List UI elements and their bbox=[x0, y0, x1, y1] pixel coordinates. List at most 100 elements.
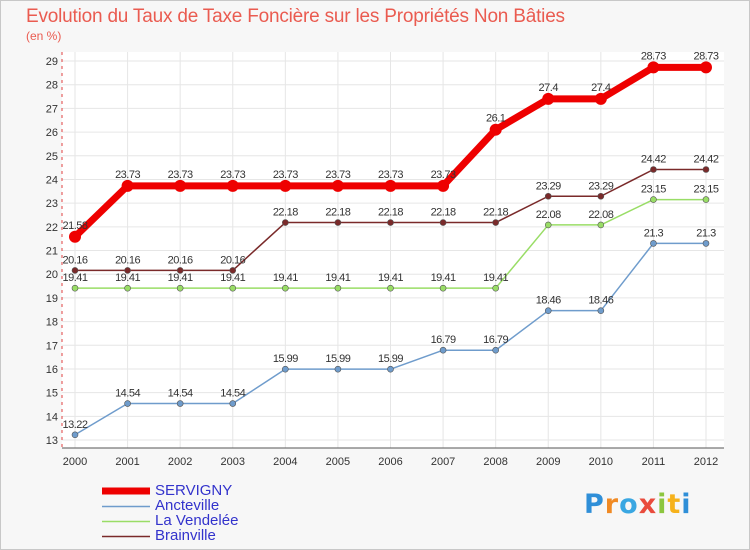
data-point-brainville bbox=[229, 267, 237, 274]
data-point-ancteville bbox=[492, 346, 499, 354]
legend-swatch-la-vendelee bbox=[102, 520, 150, 523]
data-label-brainville: 20.16 bbox=[115, 254, 140, 266]
y-tick-label: 15 bbox=[46, 388, 58, 400]
data-label-ancteville: 16.79 bbox=[431, 334, 456, 346]
x-tick-label: 2012 bbox=[694, 456, 718, 468]
logo-letter: t bbox=[667, 489, 682, 520]
data-label-servigny: 28.73 bbox=[693, 50, 718, 62]
data-point-la-vendel-e bbox=[71, 284, 79, 292]
y-tick-label: 20 bbox=[46, 269, 58, 281]
data-label-la-vendel-e: 19.41 bbox=[168, 272, 193, 284]
data-label-brainville: 24.42 bbox=[641, 153, 666, 165]
data-label-servigny: 23.73 bbox=[115, 169, 140, 181]
data-point-brainville bbox=[71, 267, 79, 274]
data-label-servigny: 27.4 bbox=[591, 82, 611, 94]
data-label-brainville: 22.18 bbox=[273, 207, 298, 219]
data-label-servigny: 26.1 bbox=[486, 113, 506, 125]
data-label-servigny: 28.73 bbox=[641, 50, 666, 62]
data-point-brainville bbox=[334, 219, 342, 226]
data-point-ancteville bbox=[334, 365, 342, 373]
y-tick-label: 21 bbox=[46, 246, 58, 258]
data-point-servigny bbox=[331, 179, 344, 192]
legend-item-servigny: SERVIGNY bbox=[102, 482, 362, 499]
data-label-brainville: 22.18 bbox=[431, 207, 456, 219]
x-tick-label: 2000 bbox=[63, 456, 87, 468]
data-label-brainville: 20.16 bbox=[62, 254, 87, 266]
y-tick-label: 24 bbox=[46, 174, 58, 186]
data-point-la-vendel-e bbox=[439, 284, 447, 292]
data-point-brainville bbox=[282, 219, 289, 226]
data-label-la-vendel-e: 19.41 bbox=[115, 272, 140, 284]
data-label-la-vendel-e: 22.08 bbox=[588, 209, 613, 221]
x-tick-label: 2010 bbox=[589, 456, 613, 468]
data-point-brainville bbox=[702, 166, 710, 173]
y-tick-label: 17 bbox=[46, 340, 58, 352]
data-label-la-vendel-e: 19.41 bbox=[220, 272, 245, 284]
data-point-la-vendel-e bbox=[282, 284, 289, 292]
x-tick-label: 2007 bbox=[431, 456, 455, 468]
data-label-servigny: 23.73 bbox=[273, 169, 298, 181]
legend-label-brainville: Brainville bbox=[155, 527, 216, 544]
data-point-ancteville bbox=[229, 400, 237, 407]
data-label-servigny: 23.73 bbox=[220, 169, 245, 181]
data-point-ancteville bbox=[597, 307, 605, 314]
data-point-brainville bbox=[124, 267, 131, 274]
y-tick-label: 22 bbox=[46, 222, 58, 234]
data-label-servigny: 23.73 bbox=[325, 169, 350, 181]
data-point-servigny bbox=[69, 230, 81, 243]
data-point-servigny bbox=[647, 61, 660, 74]
data-point-brainville bbox=[439, 219, 447, 226]
y-tick-label: 19 bbox=[46, 293, 58, 305]
y-tick-label: 25 bbox=[46, 151, 58, 163]
y-tick-label: 16 bbox=[46, 364, 58, 376]
data-label-ancteville: 21.3 bbox=[696, 227, 716, 239]
data-label-ancteville: 21.3 bbox=[644, 227, 664, 239]
data-label-servigny: 21.58 bbox=[62, 220, 87, 232]
logo-letter: P bbox=[584, 489, 605, 520]
data-point-brainville bbox=[176, 267, 184, 274]
data-label-la-vendel-e: 19.41 bbox=[378, 272, 403, 284]
chart-subtitle: (en %) bbox=[26, 29, 62, 43]
data-label-brainville: 22.18 bbox=[483, 207, 508, 219]
y-tick-label: 18 bbox=[46, 317, 58, 329]
legend-label-servigny: SERVIGNY bbox=[155, 482, 233, 499]
chart-title: Evolution du Taux de Taxe Foncière sur l… bbox=[26, 6, 565, 27]
data-label-brainville: 20.16 bbox=[220, 254, 245, 266]
data-point-la-vendel-e bbox=[124, 284, 131, 292]
data-label-brainville: 20.16 bbox=[168, 254, 193, 266]
y-tick-label: 28 bbox=[46, 80, 58, 92]
data-point-la-vendel-e bbox=[229, 284, 237, 292]
data-label-ancteville: 13.22 bbox=[62, 419, 87, 431]
legend-label-ancteville: Ancteville bbox=[155, 497, 220, 514]
data-point-ancteville bbox=[702, 240, 710, 247]
data-point-ancteville bbox=[439, 346, 447, 354]
data-label-ancteville: 15.99 bbox=[273, 353, 298, 365]
data-label-brainville: 24.42 bbox=[693, 153, 718, 165]
data-point-ancteville bbox=[650, 240, 657, 247]
data-label-la-vendel-e: 23.15 bbox=[693, 184, 718, 196]
y-tick-label: 14 bbox=[46, 411, 58, 423]
data-point-servigny bbox=[700, 61, 712, 74]
x-tick-label: 2002 bbox=[168, 456, 192, 468]
data-point-la-vendel-e bbox=[544, 221, 552, 229]
data-point-ancteville bbox=[124, 400, 131, 407]
data-label-la-vendel-e: 23.15 bbox=[641, 184, 666, 196]
data-point-servigny bbox=[226, 179, 239, 192]
data-point-servigny bbox=[437, 179, 450, 192]
data-label-ancteville: 14.54 bbox=[115, 388, 140, 400]
data-point-brainville bbox=[387, 219, 394, 226]
data-label-ancteville: 14.54 bbox=[168, 388, 193, 400]
data-label-la-vendel-e: 22.08 bbox=[536, 209, 561, 221]
y-tick-label: 26 bbox=[46, 127, 58, 139]
data-point-la-vendel-e bbox=[597, 221, 605, 229]
data-label-la-vendel-e: 19.41 bbox=[325, 272, 350, 284]
data-label-brainville: 22.18 bbox=[378, 207, 403, 219]
logo-letter: i bbox=[681, 489, 692, 520]
data-label-servigny: 23.73 bbox=[168, 169, 193, 181]
data-point-servigny bbox=[489, 123, 502, 136]
logo-letter: x bbox=[638, 489, 658, 520]
data-point-ancteville bbox=[176, 400, 184, 407]
data-point-ancteville bbox=[544, 307, 552, 314]
data-label-ancteville: 18.46 bbox=[588, 295, 613, 307]
data-label-servigny: 23.73 bbox=[431, 169, 456, 181]
